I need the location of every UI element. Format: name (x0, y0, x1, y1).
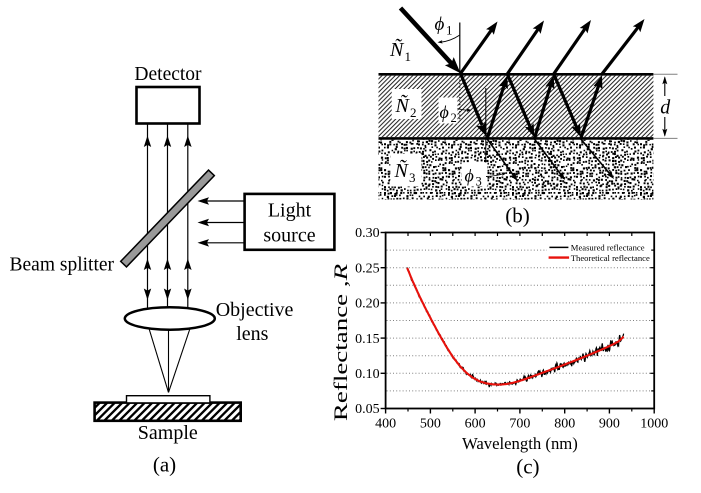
svg-text:2: 2 (410, 105, 417, 120)
svg-text:0.30: 0.30 (355, 226, 380, 241)
svg-text:3: 3 (476, 175, 482, 189)
svg-text:1000: 1000 (640, 417, 668, 432)
svg-text:d: d (660, 97, 671, 119)
svg-text:0.10: 0.10 (355, 367, 380, 382)
svg-text:500: 500 (420, 417, 441, 432)
svg-text:lens: lens (236, 323, 268, 345)
svg-text:Light: Light (268, 199, 312, 221)
svg-text:Wavelength (nm): Wavelength (nm) (462, 434, 578, 453)
svg-text:600: 600 (465, 417, 486, 432)
svg-text:Objective: Objective (216, 299, 294, 321)
svg-text:Reflectance ,R: Reflectance ,R (331, 264, 352, 421)
svg-text:0.25: 0.25 (355, 261, 380, 276)
svg-text:2: 2 (451, 111, 457, 125)
svg-text:(b): (b) (505, 204, 530, 228)
svg-text:1: 1 (405, 49, 412, 64)
svg-text:Ñ: Ñ (395, 93, 411, 117)
svg-text:Measured reflectance: Measured reflectance (571, 243, 645, 253)
svg-text:400: 400 (375, 417, 396, 432)
svg-text:(a): (a) (153, 453, 176, 477)
svg-text:Beam splitter: Beam splitter (10, 255, 115, 276)
svg-text:source: source (263, 224, 315, 246)
svg-text:Detector: Detector (134, 64, 202, 85)
svg-text:Sample: Sample (138, 422, 198, 444)
svg-text:Ñ: Ñ (394, 158, 410, 182)
svg-text:0.15: 0.15 (355, 332, 380, 347)
svg-text:700: 700 (509, 417, 530, 432)
svg-text:ϕ: ϕ (435, 14, 445, 35)
svg-text:1: 1 (446, 23, 453, 38)
svg-text:Ñ: Ñ (389, 37, 405, 61)
svg-text:0.05: 0.05 (355, 402, 380, 417)
svg-text:900: 900 (599, 417, 620, 432)
svg-text:ϕ: ϕ (440, 102, 449, 122)
svg-text:0.20: 0.20 (355, 297, 380, 312)
svg-text:800: 800 (554, 417, 575, 432)
svg-text:(c): (c) (516, 455, 539, 479)
svg-text:ϕ: ϕ (465, 166, 474, 186)
svg-text:3: 3 (409, 170, 416, 185)
svg-text:Theoretical reflectance: Theoretical reflectance (571, 253, 650, 263)
